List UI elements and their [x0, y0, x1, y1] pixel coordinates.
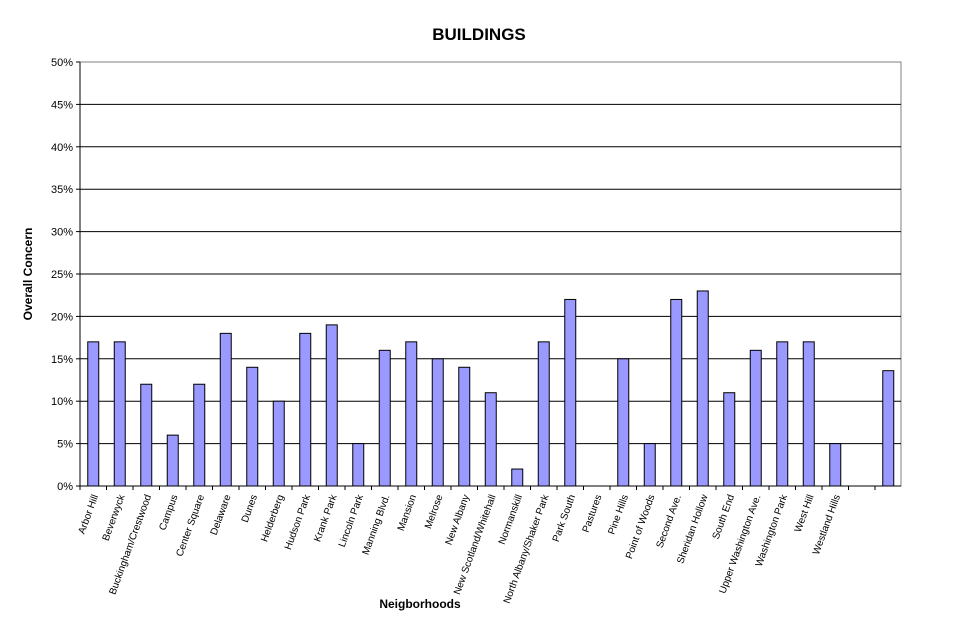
- x-tick-label: Pastures: [581, 493, 605, 534]
- y-tick-label: 10%: [51, 396, 73, 408]
- x-tick-label: Beverwyck: [101, 492, 128, 542]
- x-tick-label: Dunes: [240, 493, 260, 524]
- x-tick-label: Melrose: [423, 493, 446, 531]
- x-tick-label: Normanskill: [497, 493, 525, 546]
- bar: [776, 341, 789, 487]
- y-tick-label: 15%: [51, 354, 73, 366]
- bar: [617, 358, 630, 487]
- bar: [246, 366, 259, 487]
- x-tick-label: Lincoln Park: [337, 492, 366, 548]
- bar: [643, 443, 656, 487]
- bars: [87, 290, 895, 487]
- x-tick-label: Delaware: [209, 493, 234, 537]
- bar: [670, 298, 683, 487]
- gridlines: [80, 103, 901, 445]
- x-tick-label: Point of Woods: [624, 493, 657, 560]
- x-tick-label: Campus: [157, 493, 180, 532]
- bar: [564, 298, 577, 487]
- x-tick-label: Pine Hills: [606, 493, 631, 536]
- bar: [696, 290, 709, 487]
- y-tick-label: 50%: [51, 57, 73, 69]
- axes: [76, 61, 901, 490]
- bar: [802, 341, 815, 487]
- bar: [829, 443, 842, 487]
- bar: [87, 341, 100, 487]
- bar: [405, 341, 418, 487]
- bar: [219, 332, 232, 487]
- bar: [299, 332, 312, 487]
- x-tick-label: Arbor Hill: [77, 493, 101, 535]
- x-tick-label: Helderberg: [259, 493, 286, 543]
- x-tick-label: Mansion: [396, 493, 419, 532]
- y-tick-label: 35%: [51, 184, 73, 196]
- chart-title: BUILDINGS: [432, 25, 526, 44]
- x-tick-label: Second Ave.: [655, 493, 684, 549]
- bar: [484, 392, 497, 487]
- bar: [352, 443, 365, 487]
- bar: [723, 392, 736, 487]
- bar: [511, 468, 524, 487]
- bar: [272, 400, 285, 487]
- bar: [193, 383, 206, 487]
- bar: [431, 358, 444, 487]
- x-tick-label: Manning Blvd.: [361, 493, 393, 556]
- bar: [140, 383, 153, 487]
- x-axis-title: Neigborhoods: [379, 597, 461, 611]
- x-tick-label: Center Square: [174, 493, 207, 558]
- x-tick-label: New Albany: [444, 493, 472, 546]
- y-tick-label: 0%: [57, 481, 73, 493]
- y-tick-label: 45%: [51, 99, 73, 111]
- bar: [378, 349, 391, 487]
- bar: [458, 366, 471, 487]
- x-tick-label: Hudson Park: [283, 492, 313, 551]
- y-tick-label: 30%: [51, 227, 73, 239]
- x-tick-label: Krank Park: [312, 492, 340, 543]
- y-axis-title: Overall Concern: [21, 228, 35, 321]
- bar: [882, 370, 895, 487]
- x-tick-label: Park South: [551, 493, 578, 543]
- y-tick-labels: 0% 5% 10% 15% 20% 25% 30% 35% 40% 45% 50%: [51, 57, 73, 493]
- bar: [537, 341, 550, 487]
- bar: [166, 434, 179, 487]
- y-tick-label: 25%: [51, 269, 73, 281]
- x-tick-label: Westland Hills: [811, 493, 843, 556]
- bar: [113, 341, 126, 487]
- x-tick-label: South End: [711, 493, 737, 541]
- y-tick-label: 40%: [51, 142, 73, 154]
- bar: [325, 324, 338, 487]
- y-tick-label: 5%: [57, 439, 73, 451]
- bar: [749, 349, 762, 487]
- y-tick-label: 20%: [51, 311, 73, 323]
- x-tick-label: West Hill: [793, 493, 817, 534]
